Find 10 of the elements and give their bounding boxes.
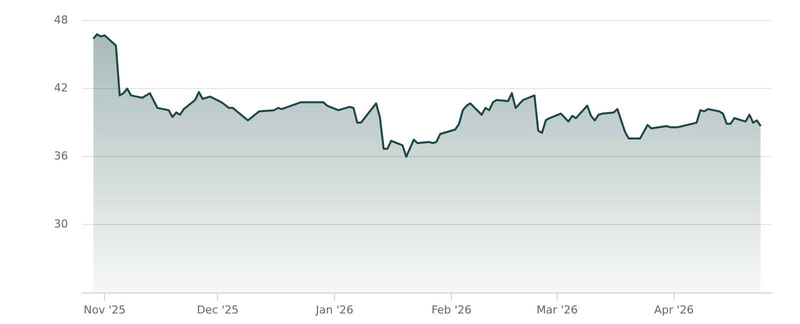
y-tick-label: 48	[54, 13, 68, 26]
y-tick-label: 42	[54, 82, 68, 95]
y-tick-label: 30	[54, 218, 68, 231]
x-tick-label: Feb '26	[432, 303, 472, 316]
y-tick-label: 36	[54, 150, 68, 163]
x-tick-label: Nov '25	[84, 303, 126, 316]
x-tick-label: Apr '26	[654, 303, 694, 316]
x-tick-label: Jan '26	[314, 303, 354, 316]
x-tick-label: Dec '25	[196, 303, 239, 316]
x-tick-label: Mar '26	[536, 303, 578, 316]
